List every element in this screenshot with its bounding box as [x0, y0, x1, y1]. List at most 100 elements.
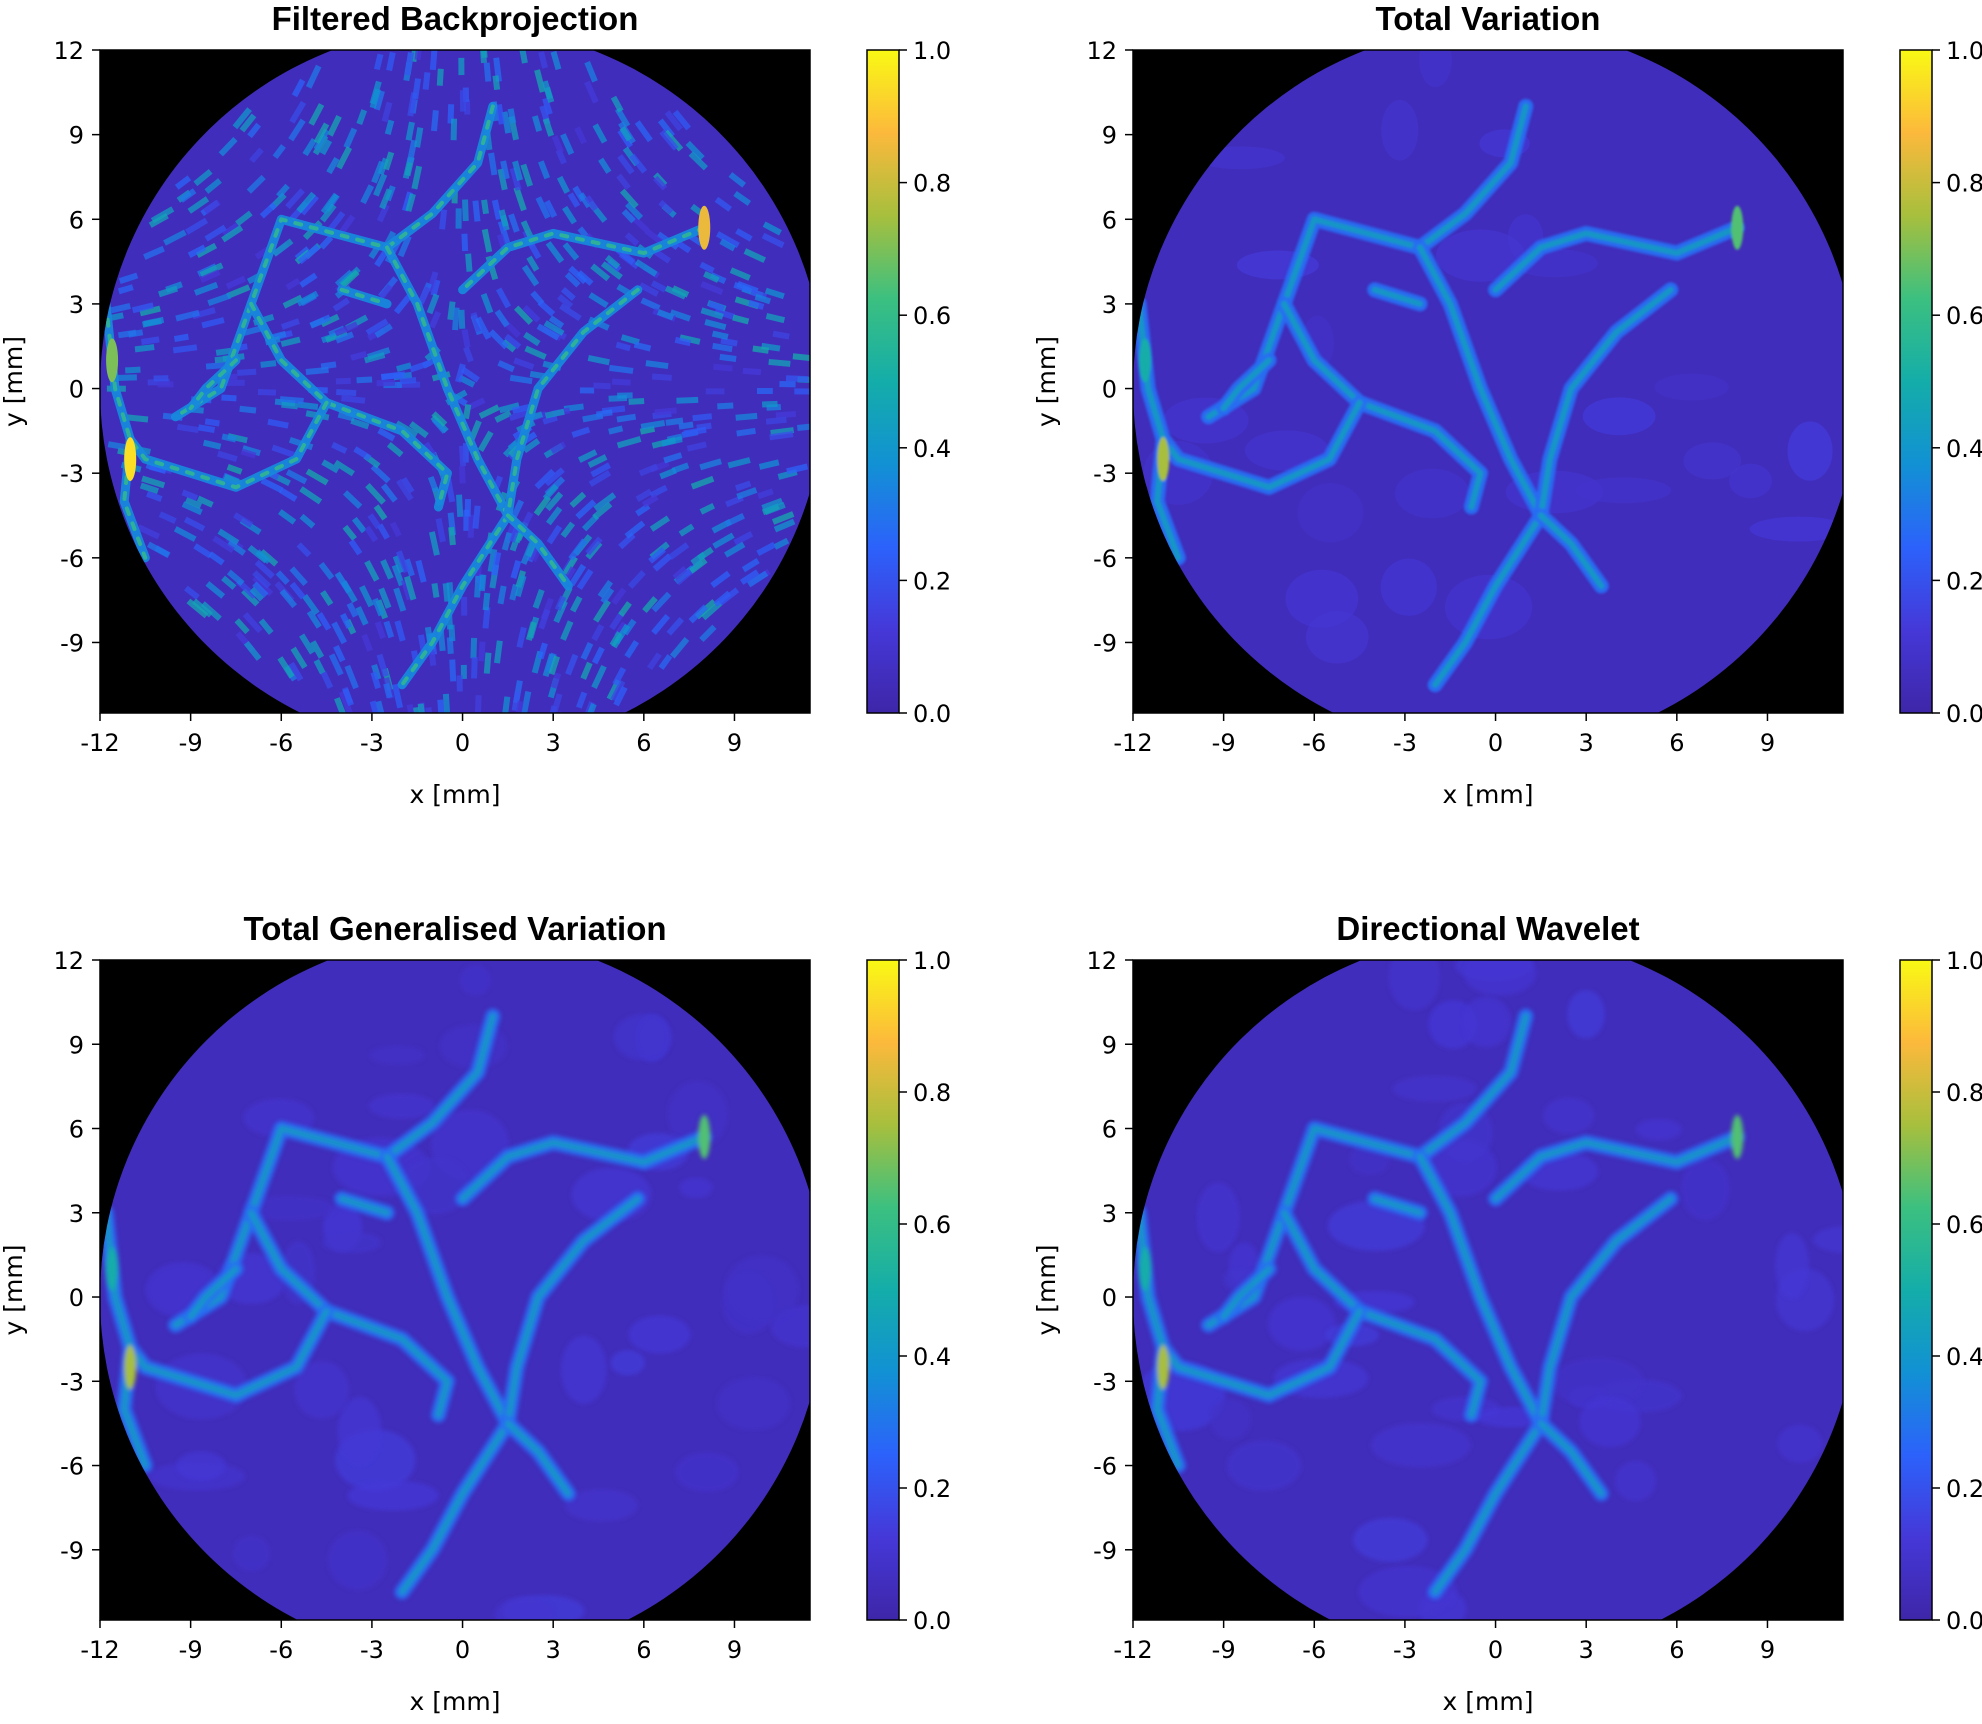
- streak: [319, 235, 334, 250]
- streak: [252, 575, 274, 597]
- streak: [446, 637, 454, 654]
- streak: [313, 122, 330, 145]
- streak: [658, 199, 674, 215]
- texture-blob: [613, 1013, 673, 1061]
- streak: [668, 542, 690, 561]
- streak: [672, 566, 688, 580]
- streak: [355, 606, 369, 626]
- streak: [412, 78, 422, 100]
- streak: [339, 214, 356, 234]
- streak: [507, 108, 517, 124]
- streak: [242, 612, 263, 634]
- streak: [181, 501, 203, 516]
- streak: [471, 656, 478, 679]
- vessel-core-diagonal: [1281, 1209, 1484, 1418]
- vessel-core-upper-left-stub: [338, 1195, 390, 1216]
- colorbar: 1.0 0.8 0.6 0.4 0.2 0.0: [866, 947, 951, 1635]
- streak: [588, 292, 609, 309]
- x-tick-label: -3: [1393, 729, 1417, 757]
- streak: [588, 470, 612, 487]
- streak: [551, 135, 564, 154]
- streak: [288, 118, 306, 142]
- streak: [184, 585, 200, 600]
- streak: [727, 457, 751, 469]
- streak: [118, 272, 139, 285]
- texture-blob: [667, 1080, 728, 1148]
- streak: [391, 564, 405, 587]
- panel-filtered-backprojection: Filtered Backprojection x [mm] y [mm] -1…: [0, 0, 951, 809]
- streak: [406, 704, 416, 713]
- x-tick-label: 0: [1488, 729, 1503, 757]
- streak: [713, 363, 733, 372]
- colorbar-tick-label: 0.4: [1946, 1343, 1982, 1371]
- streak: [240, 448, 257, 459]
- streak: [792, 353, 810, 362]
- streak: [584, 60, 598, 83]
- streak: [328, 211, 346, 231]
- streak: [544, 467, 565, 487]
- streak: [773, 518, 796, 533]
- texture-blob: [1681, 1158, 1730, 1220]
- streak: [430, 279, 441, 297]
- streak: [380, 559, 394, 580]
- streak: [334, 321, 359, 337]
- texture-blob: [1566, 990, 1605, 1039]
- streak: [728, 172, 747, 188]
- streak: [326, 157, 340, 175]
- streak: [542, 483, 559, 501]
- streak: [537, 642, 548, 660]
- streak: [736, 427, 756, 437]
- y-tick-label: 9: [69, 122, 84, 150]
- y-tick-label: -3: [60, 1368, 84, 1396]
- streak: [509, 532, 522, 552]
- streak: [332, 297, 350, 312]
- texture-blob: [1579, 1396, 1641, 1448]
- streak: [775, 410, 797, 419]
- streak: [450, 118, 458, 141]
- streak: [202, 439, 222, 450]
- streak: [285, 469, 308, 485]
- streak: [309, 314, 332, 329]
- x-tick-label: -12: [80, 729, 119, 757]
- texture-blob: [1297, 482, 1364, 543]
- y-tick-label: 9: [1102, 122, 1117, 150]
- y-tick-label: -6: [1093, 545, 1117, 573]
- streak: [635, 503, 651, 517]
- streak: [610, 679, 626, 702]
- streak: [615, 341, 631, 352]
- streak: [296, 191, 316, 214]
- streak: [724, 541, 746, 558]
- streak: [289, 566, 308, 586]
- streak: [498, 402, 520, 414]
- y-tick-label: -3: [1093, 1368, 1117, 1396]
- texture-blob: [1543, 1097, 1595, 1134]
- streak: [661, 436, 683, 447]
- streak: [794, 388, 810, 395]
- streak: [615, 107, 631, 128]
- streak: [683, 426, 707, 437]
- streak: [397, 235, 412, 258]
- texture-blob: [1209, 1398, 1252, 1440]
- streak: [276, 183, 290, 199]
- streak: [375, 700, 387, 713]
- streak: [458, 57, 465, 76]
- streak: [181, 489, 199, 501]
- streak: [179, 188, 197, 203]
- vessel-core-short-left: [187, 1265, 239, 1320]
- streak: [365, 483, 386, 505]
- streak: [139, 482, 159, 495]
- streak: [393, 587, 407, 612]
- streak: [226, 569, 245, 586]
- streak: [376, 203, 390, 223]
- streak: [761, 497, 784, 511]
- streak: [504, 333, 522, 350]
- x-tick-label: 3: [1579, 729, 1594, 757]
- streak: [703, 271, 720, 283]
- streak: [649, 515, 671, 532]
- streak: [378, 587, 392, 609]
- vessel-core-upper-left-stub: [1371, 286, 1423, 307]
- y-ticks: 12 9 6 3 0 -3 -6 -9: [53, 37, 100, 657]
- streak: [227, 433, 248, 444]
- streak: [705, 388, 725, 395]
- streak: [575, 499, 597, 520]
